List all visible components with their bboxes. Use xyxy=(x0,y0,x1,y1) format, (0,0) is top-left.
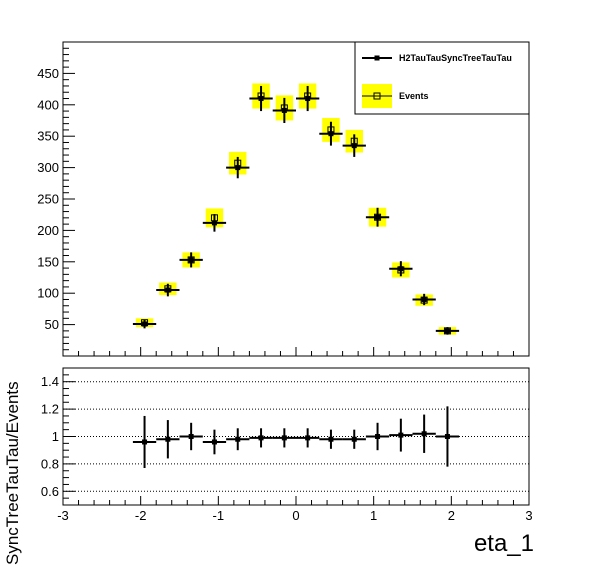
x-tick-label: 0 xyxy=(292,508,299,523)
tree-marker xyxy=(398,266,404,272)
x-tick-label: 1 xyxy=(370,508,377,523)
legend-events-marker xyxy=(373,92,381,100)
ratio-marker xyxy=(305,435,311,441)
tree-marker xyxy=(328,131,334,137)
ratio-marker xyxy=(375,434,381,439)
tree-marker xyxy=(258,96,264,102)
ratio-marker xyxy=(235,436,241,442)
y-tick-label: 100 xyxy=(37,286,59,301)
ratio-marker xyxy=(142,439,148,445)
ratio-panel: 0.6 0.8 1 1.2 1.4 -3 -2 -1 0 1 2 3 xyxy=(41,367,533,523)
y-tick-label: 150 xyxy=(37,254,59,269)
ratio-marker xyxy=(351,436,357,442)
ratio-marker xyxy=(281,435,287,441)
ratio-marker xyxy=(328,436,334,442)
x-axis-label: eta_1 xyxy=(474,530,534,557)
tree-marker xyxy=(165,287,171,293)
legend-entry-tree: H2TauTauSyncTreeTauTau xyxy=(399,53,512,63)
ratio-y-tick-label: 0.6 xyxy=(41,484,59,499)
ratio-marker xyxy=(398,432,404,438)
ratio-y-axis-label: SyncTreeTauTau/Events xyxy=(3,381,22,565)
ratio-marker xyxy=(188,434,194,439)
ratio-marker xyxy=(258,435,264,441)
y-tick-label: 400 xyxy=(37,97,59,112)
ratio-marker xyxy=(444,434,450,439)
tree-marker xyxy=(142,321,148,327)
tree-marker xyxy=(211,220,217,226)
legend-tree-marker xyxy=(374,55,380,61)
main-panel: 50 100 150 200 250 300 350 400 450 xyxy=(37,41,530,357)
y-tick-label: 50 xyxy=(45,317,59,332)
ratio-y-tick-label: 1.2 xyxy=(41,402,59,417)
ratio-marker xyxy=(211,439,217,445)
y-tick-label: 200 xyxy=(37,223,59,238)
legend-entry-events: Events xyxy=(399,91,429,101)
y-tick-label: 250 xyxy=(37,192,59,207)
tree-marker xyxy=(421,296,427,302)
y-tick-label: 450 xyxy=(37,66,59,81)
tree-marker xyxy=(305,96,311,102)
x-tick-label: 2 xyxy=(448,508,455,523)
tree-marker xyxy=(235,165,241,171)
x-tick-label: -2 xyxy=(135,508,147,523)
x-tick-label: 3 xyxy=(525,508,532,523)
x-tick-label: -1 xyxy=(213,508,225,523)
x-tick-label: -3 xyxy=(57,508,69,523)
y-tick-label: 350 xyxy=(37,129,59,144)
tree-marker xyxy=(375,214,381,220)
ratio-marker xyxy=(421,431,427,437)
ratio-y-tick-label: 1.4 xyxy=(41,374,59,389)
y-tick-label: 300 xyxy=(37,160,59,175)
tree-marker xyxy=(188,257,194,263)
ratio-y-tick-label: 0.8 xyxy=(41,456,59,471)
tree-marker xyxy=(444,328,450,334)
ratio-y-tick-label: 1 xyxy=(52,429,59,444)
tree-marker xyxy=(351,143,357,149)
ratio-marker xyxy=(165,436,171,442)
legend: H2TauTauSyncTreeTauTau Events xyxy=(354,41,530,115)
tree-marker xyxy=(281,107,287,113)
